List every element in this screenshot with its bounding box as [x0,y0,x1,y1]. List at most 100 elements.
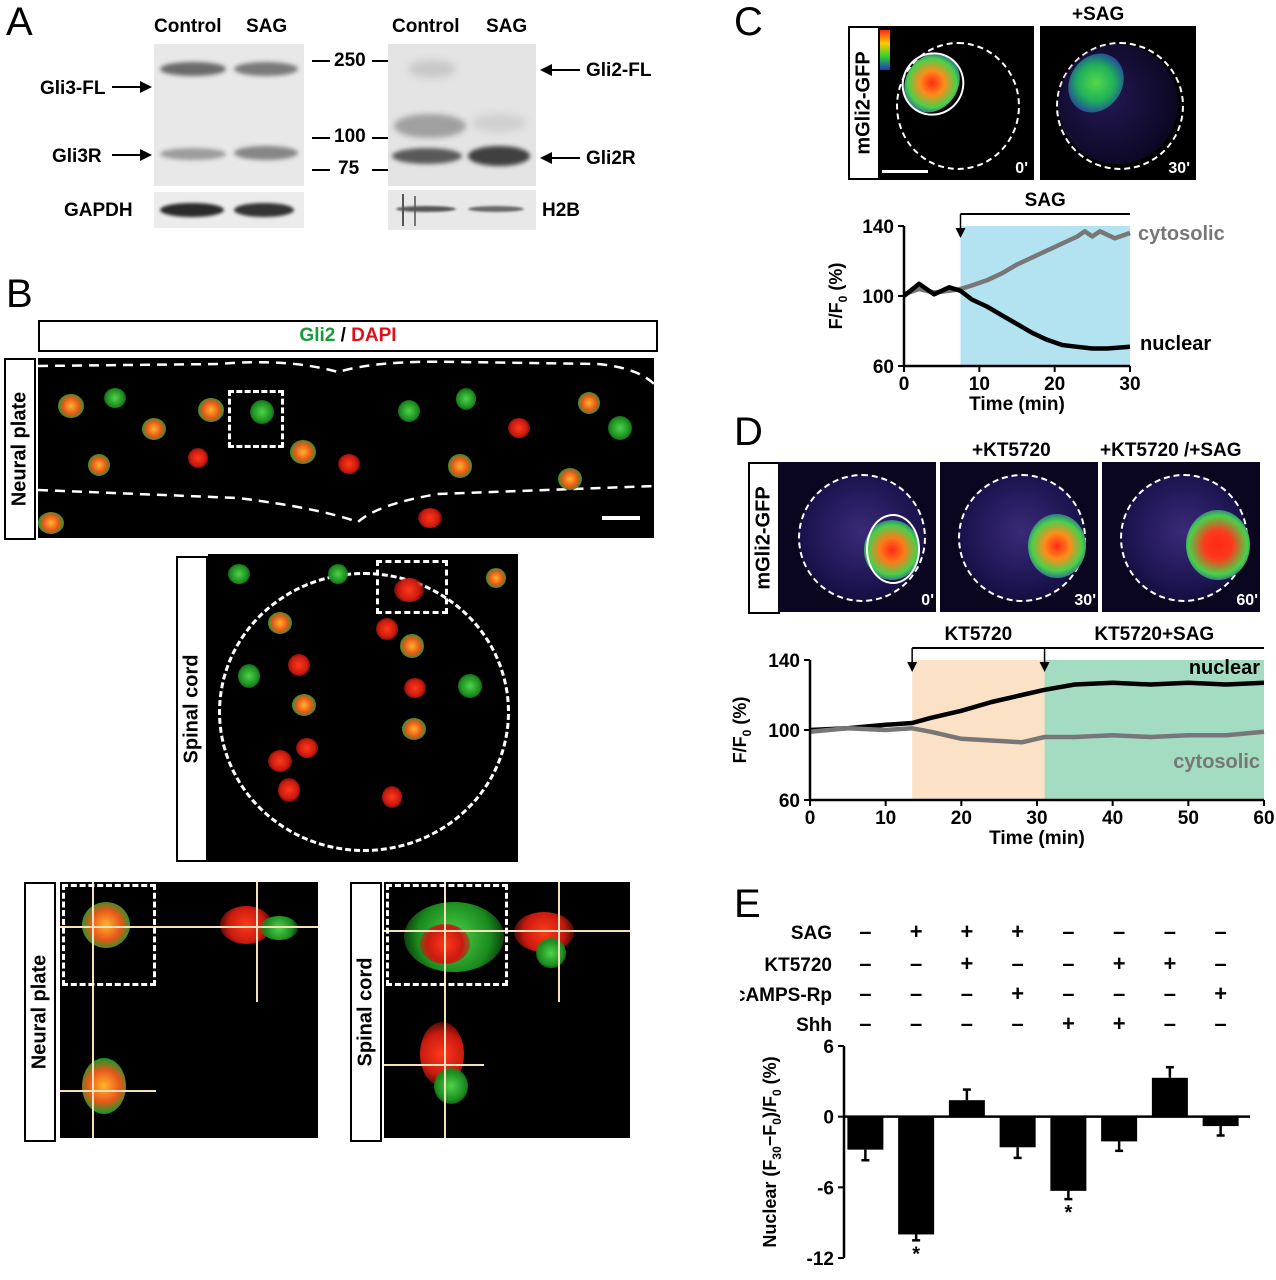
spinal-cord-image [208,554,518,862]
x-tick-label: 20 [951,808,972,829]
neural-plate-label: Neural plate [8,391,31,507]
blot2-image [388,44,536,186]
gli3-fl-label: Gli3-FL [40,78,106,99]
bar [1202,1116,1239,1127]
condition-mark: – [1012,1011,1024,1036]
condition-mark: – [910,951,922,976]
y-tick-label: 6 [823,1037,834,1058]
arrowhead-icon [955,228,966,238]
d-image-label-box: mGli2-GFP [748,462,780,614]
condition-mark: + [960,951,973,976]
x-axis-label: Time (min) [969,394,1065,415]
x-tick-label: 10 [875,808,896,829]
condition-mark: – [859,951,871,976]
condition-mark: – [1062,919,1074,944]
condition-mark: – [1215,951,1227,976]
gli3-fl-arrow-icon [112,81,152,93]
gapdh-label: GAPDH [64,200,133,221]
series-label-nuclear: nuclear [1189,657,1260,679]
marker-tick [312,137,330,139]
marker-250: 250 [334,50,366,71]
gli3r-label: Gli3R [52,146,102,167]
condition-mark: – [961,981,973,1006]
condition-mark: + [1113,951,1126,976]
y-tick-label: 140 [768,651,800,672]
x-tick-label: 0 [805,808,816,829]
condition-row-label: KT5720 [764,955,832,976]
c-time-0: 0' [1015,160,1028,177]
treatment-label: SAG [1025,190,1066,211]
marker-tick [372,60,390,62]
x-tick-label: 10 [969,374,990,395]
d-time-60: 60' [1236,592,1258,609]
neural-plate-image [38,358,654,538]
condition-mark: – [1113,919,1125,944]
shaded-region [1044,660,1264,800]
c-time-30: 30' [1168,160,1190,177]
c-image-label-box: mGli2-GFP [848,26,880,180]
condition-mark: + [1113,1011,1126,1036]
significance-mark: * [912,1243,920,1265]
condition-mark: – [1164,981,1176,1006]
panel-letter-a: A [6,0,33,44]
d-time-0: 0' [921,592,934,609]
d-kt5720-title: +KT5720 [972,440,1051,461]
x-tick-label: 60 [1253,808,1274,829]
zoom-neural-plate-label-box: Neural plate [24,882,56,1142]
series-label-nuclear: nuclear [1140,333,1211,355]
d-image-30min: 30' [940,462,1098,612]
y-axis-label: Nuclear (F30−F0)/F0 (%) [760,1056,784,1247]
condition-mark: – [910,981,922,1006]
condition-mark: – [859,1011,871,1036]
marker-tick [372,137,390,139]
condition-mark: – [1164,919,1176,944]
x-tick-label: 40 [1102,808,1123,829]
condition-mark: – [1215,919,1227,944]
c-image-30min: 30' [1040,26,1196,180]
x-axis-label: Time (min) [989,828,1085,849]
shaded-region [912,660,1045,800]
neural-plate-label-box: Neural plate [4,358,36,540]
y-tick-label: 60 [873,357,894,378]
series-line-cytosolic [809,726,1265,745]
condition-mark: – [910,1011,922,1036]
x-tick-label: 0 [899,374,910,395]
marker-100: 100 [334,126,366,147]
condition-mark: – [859,981,871,1006]
condition-mark: + [960,919,973,944]
y-tick-label: -12 [807,1249,834,1270]
h2b-label: H2B [542,200,581,221]
condition-mark: – [859,919,871,944]
series-label-cytosolic: cytosolic [1173,751,1260,773]
gli2-fl-label: Gli2-FL [586,60,652,81]
zoom-neural-plate-image [60,882,318,1138]
panel-letter-d: D [734,410,763,454]
y-axis-label: F/F0 (%) [826,263,850,330]
y-tick-label: 140 [862,217,894,238]
spinal-cord-label: Spinal cord [180,654,203,764]
condition-mark: + [1163,951,1176,976]
y-tick-label: 100 [768,721,800,742]
zoom-spinal-cord-label: Spinal cord [354,957,377,1067]
condition-mark: – [1164,1011,1176,1036]
panel-letter-c: C [734,0,763,44]
legend-separator: / [335,325,352,346]
y-tick-label: 0 [823,1108,834,1129]
series-label-cytosolic: cytosolic [1138,223,1225,245]
bar [1101,1116,1138,1142]
bar [847,1116,884,1150]
condition-mark: – [1113,981,1125,1006]
blot1-lane1-label: Control [154,16,222,37]
series-line-nuclear [902,281,1131,351]
chart-e: SAG KT5720 cAMPS-Rp Shh – – – – + – – – + + – – + – + – – – – +… [740,919,1250,1270]
blot1-lane2-label: SAG [246,16,288,37]
arrowhead-icon [1039,662,1050,672]
spinal-cord-label-box: Spinal cord [176,556,208,862]
gli2r-label: Gli2R [586,148,636,169]
condition-mark: + [910,919,923,944]
y-axis-label: F/F0 (%) [730,697,754,764]
x-tick-label: 50 [1178,808,1199,829]
bar [1050,1116,1087,1191]
shaded-region [960,226,1130,366]
chart-c: SAG 60 100 140 0 10 20 30 Time (min) F/F0 (%) cyto… [826,190,1225,415]
